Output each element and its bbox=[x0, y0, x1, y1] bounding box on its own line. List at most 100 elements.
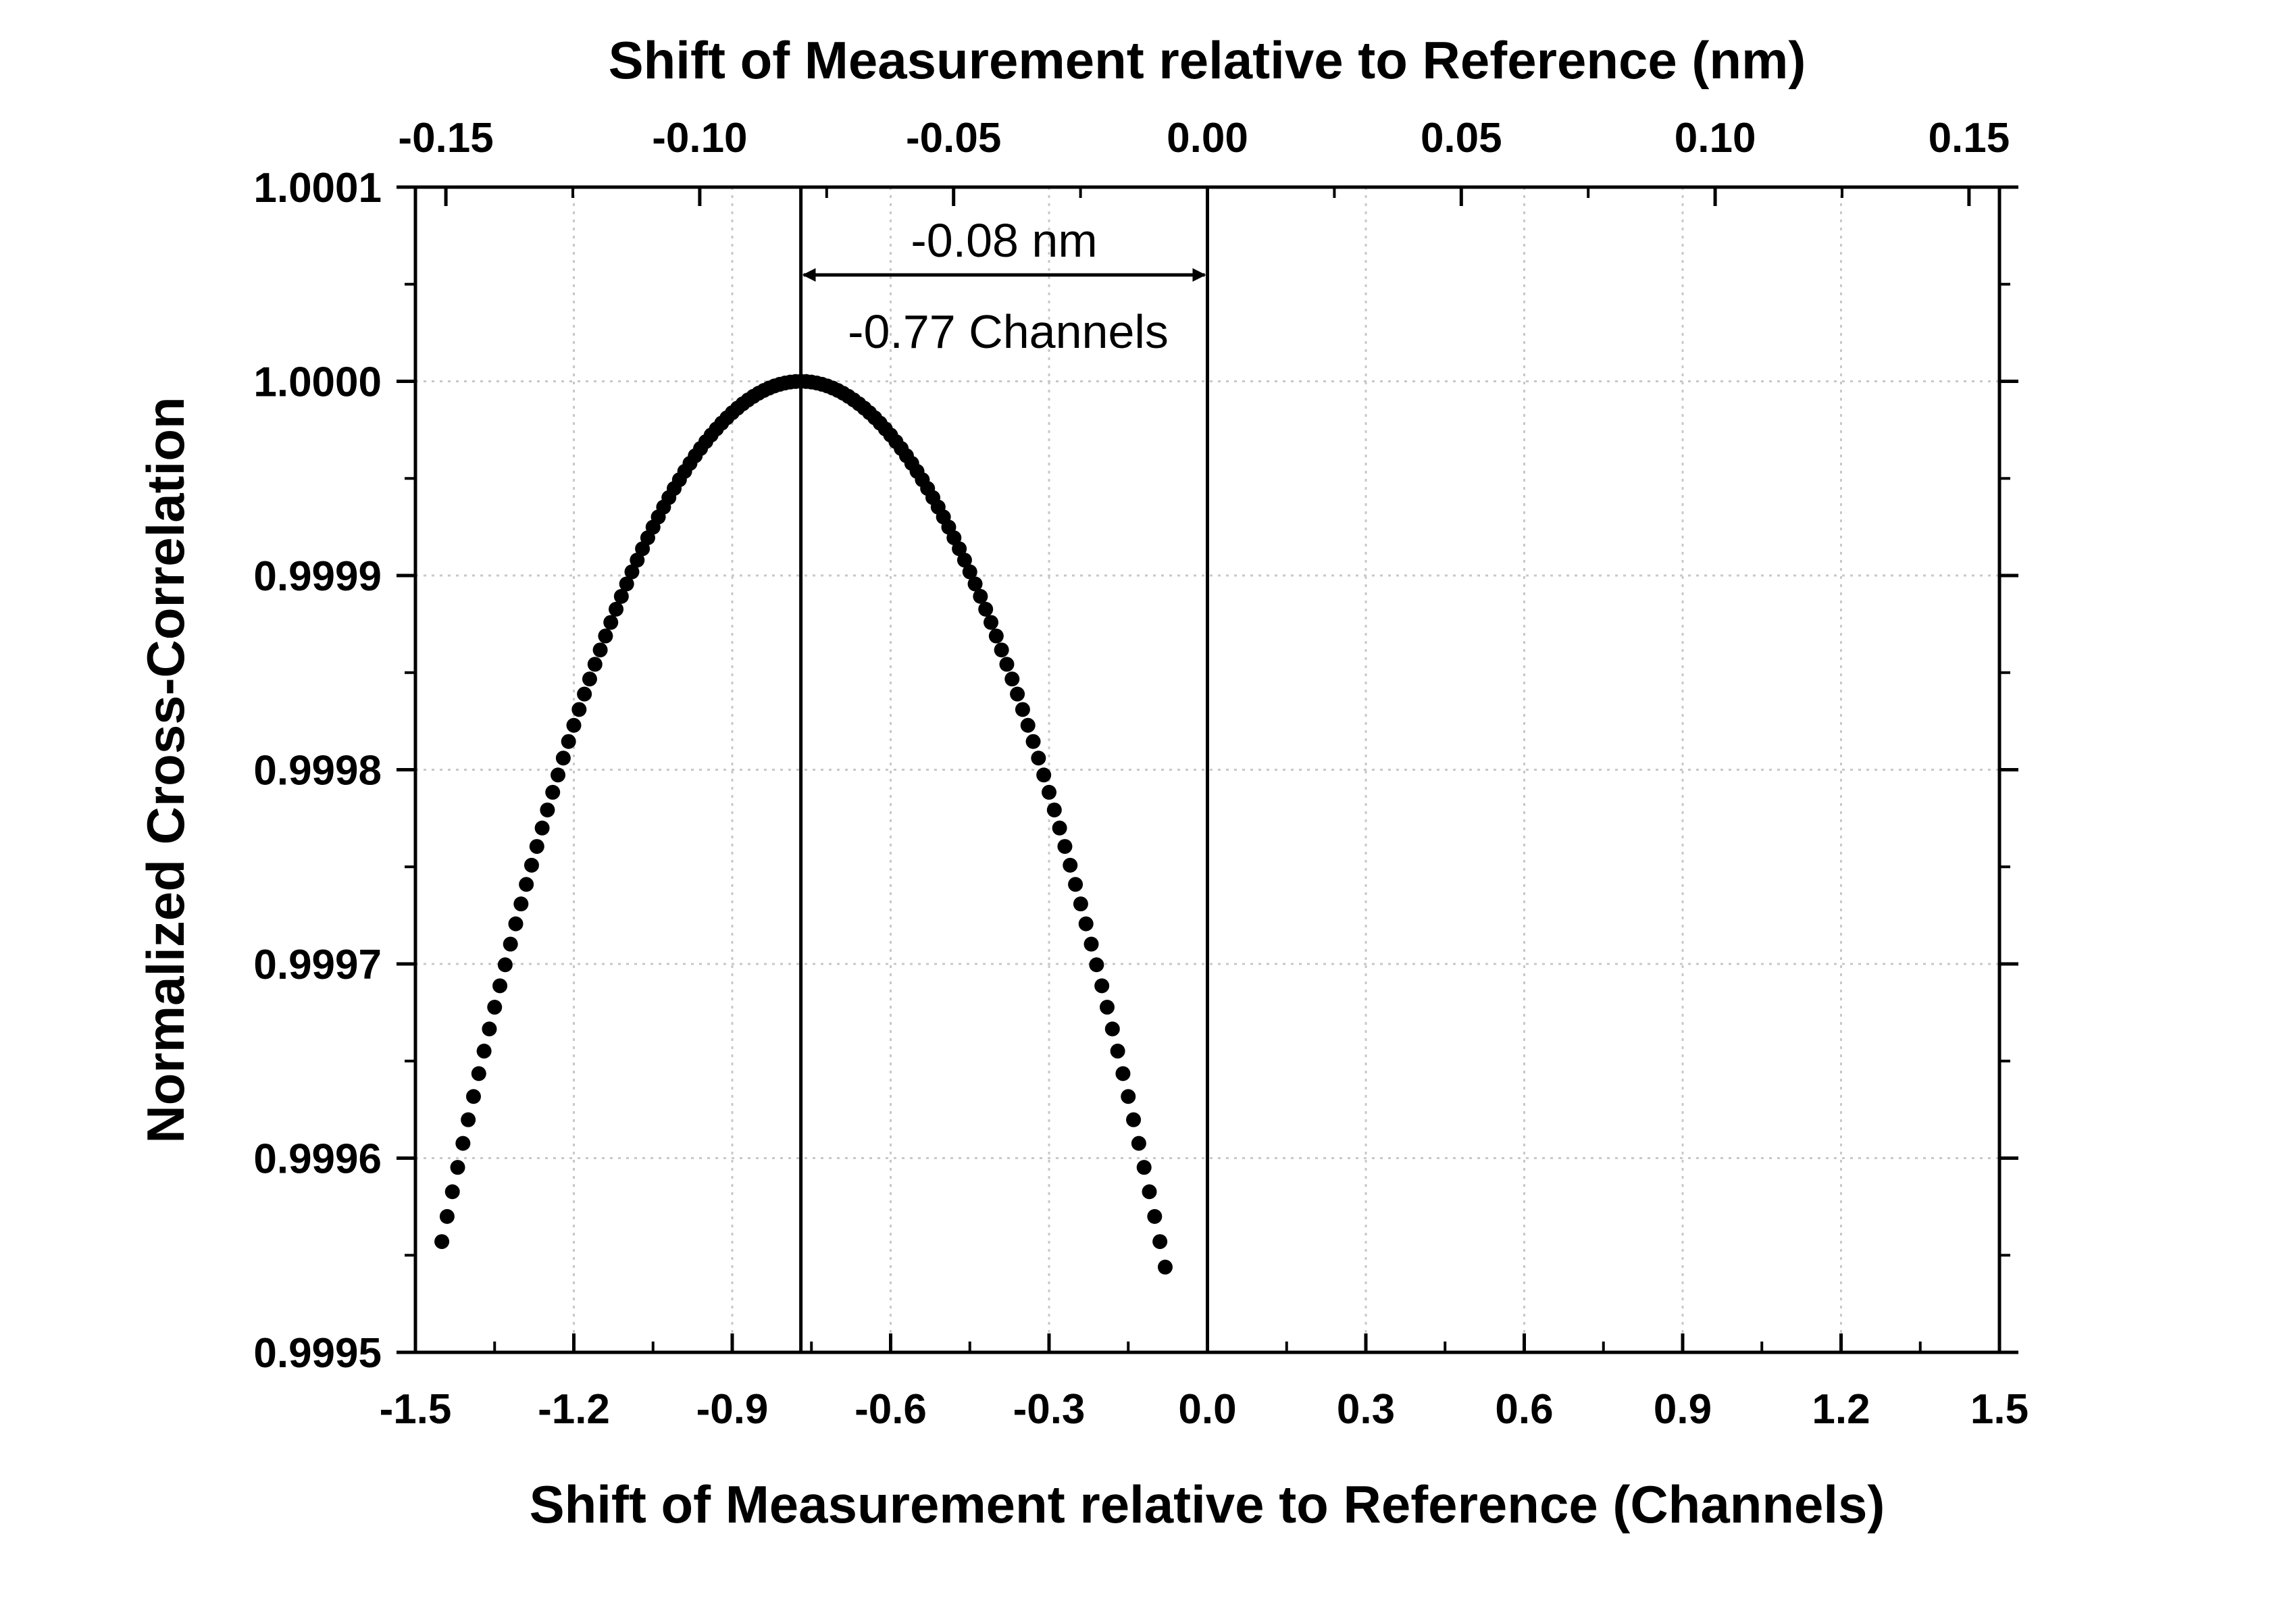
x-tick-label: -0.9 bbox=[696, 1386, 769, 1433]
data-point bbox=[524, 857, 539, 873]
data-point bbox=[973, 588, 988, 604]
data-point bbox=[1020, 717, 1036, 733]
data-point bbox=[1110, 1044, 1125, 1059]
data-point bbox=[609, 601, 624, 617]
data-point bbox=[1104, 1021, 1120, 1037]
x2-axis-title: Shift of Measurement relative to Referen… bbox=[609, 30, 1806, 90]
data-point bbox=[492, 978, 508, 994]
x2-tick-label: -0.15 bbox=[398, 115, 493, 161]
data-point bbox=[619, 576, 634, 592]
data-point bbox=[476, 1044, 492, 1059]
data-point bbox=[434, 1234, 450, 1250]
data-point bbox=[482, 1021, 497, 1037]
x2-tick-labels: -0.15 -0.10 -0.05 0.00 0.05 0.10 0.15 bbox=[398, 115, 2010, 161]
shift-channels-label: -0.77 Channels bbox=[848, 305, 1169, 358]
data-point bbox=[1068, 877, 1083, 892]
data-point bbox=[1147, 1208, 1163, 1224]
data-point bbox=[465, 1089, 481, 1104]
y-tick-label: 0.9999 bbox=[253, 553, 382, 600]
data-point bbox=[582, 671, 597, 687]
data-point bbox=[497, 957, 513, 973]
data-point bbox=[1121, 1089, 1136, 1104]
data-point bbox=[540, 802, 555, 818]
x-tick-labels: -1.5 -1.2 -0.9 -0.6 -0.3 0.0 0.3 0.6 0.9 1.2 1.5 bbox=[380, 1386, 2029, 1433]
data-point bbox=[598, 628, 613, 644]
y-tick-label: 0.9998 bbox=[253, 748, 382, 794]
data-point bbox=[1115, 1066, 1131, 1081]
y-tick-label: 0.9995 bbox=[253, 1330, 382, 1377]
data-point bbox=[1136, 1160, 1152, 1175]
data-point bbox=[592, 642, 608, 658]
data-point bbox=[1131, 1136, 1146, 1151]
x-tick-label: 1.5 bbox=[1970, 1386, 2029, 1433]
x-tick-label: 0.3 bbox=[1337, 1386, 1395, 1433]
data-point bbox=[551, 767, 566, 783]
data-point bbox=[513, 896, 529, 912]
data-point bbox=[439, 1208, 455, 1224]
x2-tick-label: 0.15 bbox=[1929, 115, 2010, 161]
y-tick-label: 0.9996 bbox=[253, 1136, 382, 1183]
x-tick-label: -0.6 bbox=[854, 1386, 927, 1433]
data-point bbox=[1046, 802, 1062, 818]
data-point bbox=[519, 877, 534, 892]
shift-nm-label: -0.08 nm bbox=[911, 214, 1097, 267]
data-point bbox=[487, 1000, 503, 1015]
data-point bbox=[613, 588, 629, 604]
data-point bbox=[952, 541, 967, 557]
data-points bbox=[434, 374, 1173, 1275]
data-point bbox=[577, 686, 592, 702]
data-point bbox=[1057, 839, 1073, 854]
data-point bbox=[1152, 1234, 1168, 1250]
data-point bbox=[994, 642, 1009, 658]
data-point bbox=[978, 601, 994, 617]
data-point bbox=[624, 564, 640, 580]
y-tick-labels: 0.9995 0.9996 0.9997 0.9998 0.9999 1.0000 1.00… bbox=[253, 165, 382, 1377]
x2-tick-label: 0.05 bbox=[1421, 115, 1502, 161]
data-point bbox=[587, 657, 603, 672]
x2-tick-label: 0.00 bbox=[1167, 115, 1248, 161]
data-point bbox=[1004, 671, 1020, 687]
axis-ticks bbox=[397, 185, 2018, 1354]
data-point bbox=[1031, 750, 1046, 766]
data-point bbox=[561, 734, 576, 749]
data-point bbox=[1010, 686, 1025, 702]
x-tick-label: 0.0 bbox=[1178, 1386, 1236, 1433]
data-point bbox=[444, 1184, 460, 1200]
data-point bbox=[956, 553, 972, 568]
y-tick-label: 1.0000 bbox=[253, 359, 382, 406]
data-point bbox=[1063, 857, 1078, 873]
data-point bbox=[571, 702, 587, 717]
data-point bbox=[967, 576, 983, 592]
data-point bbox=[1083, 936, 1099, 952]
data-point bbox=[1025, 734, 1041, 749]
x2-tick-label: 0.10 bbox=[1675, 115, 1756, 161]
data-point bbox=[1099, 1000, 1115, 1015]
data-point bbox=[1126, 1112, 1142, 1127]
data-point bbox=[461, 1112, 476, 1127]
y-axis-title: Normalized Cross-Correlation bbox=[136, 397, 195, 1143]
data-point bbox=[1015, 702, 1030, 717]
data-point bbox=[471, 1066, 486, 1081]
data-point bbox=[1142, 1184, 1157, 1200]
data-point bbox=[1042, 784, 1056, 800]
x-tick-label: 0.9 bbox=[1654, 1386, 1712, 1433]
x-axis-title: Shift of Measurement relative to Referen… bbox=[530, 1475, 1885, 1534]
data-point bbox=[455, 1136, 471, 1151]
data-point bbox=[566, 717, 582, 733]
data-point bbox=[603, 615, 619, 630]
shift-annotation: -0.08 nm -0.77 Channels bbox=[802, 214, 1206, 358]
data-point bbox=[962, 564, 977, 580]
data-point bbox=[1052, 820, 1067, 836]
data-point bbox=[1089, 957, 1104, 973]
x2-tick-label: -0.10 bbox=[652, 115, 747, 161]
y-tick-label: 1.0001 bbox=[253, 165, 382, 211]
x2-tick-label: -0.05 bbox=[906, 115, 1001, 161]
data-point bbox=[1078, 916, 1094, 932]
y-tick-label: 0.9997 bbox=[253, 942, 382, 988]
data-point bbox=[534, 820, 550, 836]
data-point bbox=[1073, 896, 1088, 912]
data-point bbox=[1157, 1259, 1173, 1275]
data-point bbox=[1036, 767, 1052, 783]
data-point bbox=[984, 615, 999, 630]
